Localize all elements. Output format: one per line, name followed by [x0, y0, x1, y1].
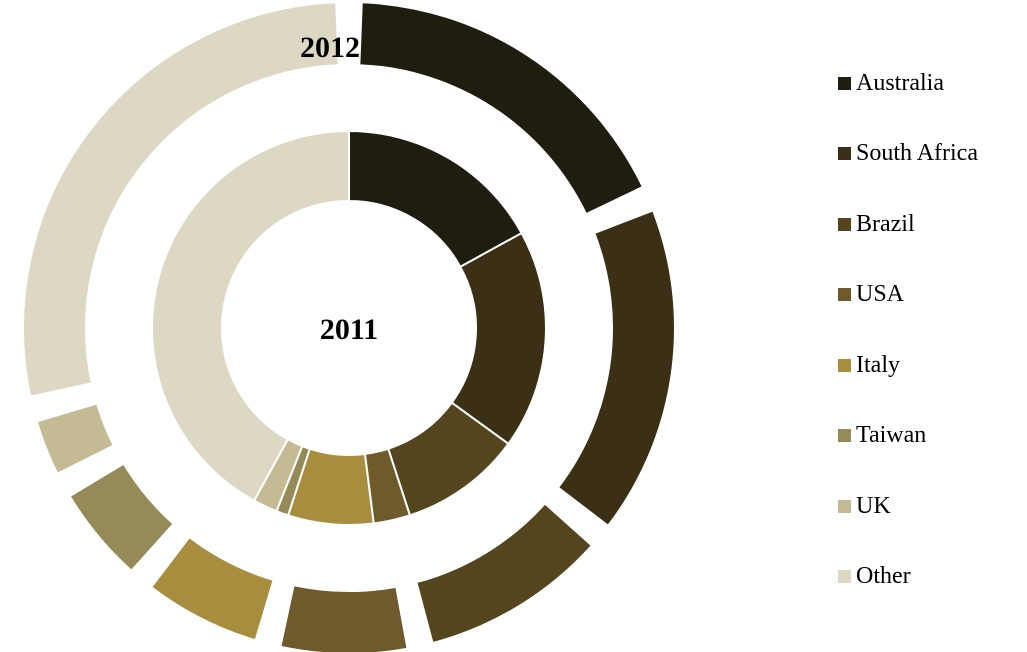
legend-swatch	[838, 217, 851, 231]
inner-ring-2011	[151, 129, 547, 526]
slice-2012-south-africa	[556, 209, 676, 528]
legend-swatch	[838, 429, 851, 442]
legend-label: Australia	[856, 69, 944, 96]
legend-label: USA	[856, 281, 905, 307]
legend-item-uk: UK	[838, 491, 891, 521]
slice-2012-taiwan	[68, 462, 175, 573]
legend-item-italy: Italy	[838, 350, 900, 380]
ring-label-2012: 2012	[300, 31, 360, 64]
legend-swatch	[838, 288, 851, 301]
outer-ring-2012	[22, 1, 676, 652]
legend-item-other: Other	[838, 562, 911, 592]
slice-2011-other	[151, 129, 350, 502]
slice-2012-brazil	[415, 502, 594, 645]
legend-item-taiwan: Taiwan	[838, 421, 926, 451]
slice-2012-italy	[149, 535, 275, 642]
slice-2012-australia	[358, 1, 645, 216]
legend-item-australia: Australia	[838, 68, 944, 98]
slice-2012-usa	[279, 583, 409, 652]
slice-2012-uk	[35, 402, 116, 476]
legend-swatch	[838, 570, 851, 583]
legend-swatch	[838, 76, 851, 90]
legend-label: Brazil	[856, 210, 915, 237]
ring-label-2011: 2011	[320, 313, 378, 346]
legend-label: South Africa	[856, 140, 978, 166]
doughnut-chart: 2011 2012	[22, 1, 676, 652]
legend-item-south-africa: South Africa	[838, 139, 978, 169]
legend-item-usa: USA	[838, 280, 904, 310]
legend-label: Italy	[856, 351, 900, 378]
legend-swatch	[838, 499, 851, 513]
slice-2012-other	[22, 1, 340, 398]
legend-swatch	[838, 358, 851, 372]
legend-label: Taiwan	[856, 422, 927, 448]
legend-label: Other	[856, 563, 911, 589]
legend-swatch	[838, 147, 851, 160]
legend-item-brazil: Brazil	[838, 209, 915, 239]
legend-label: UK	[856, 492, 891, 519]
